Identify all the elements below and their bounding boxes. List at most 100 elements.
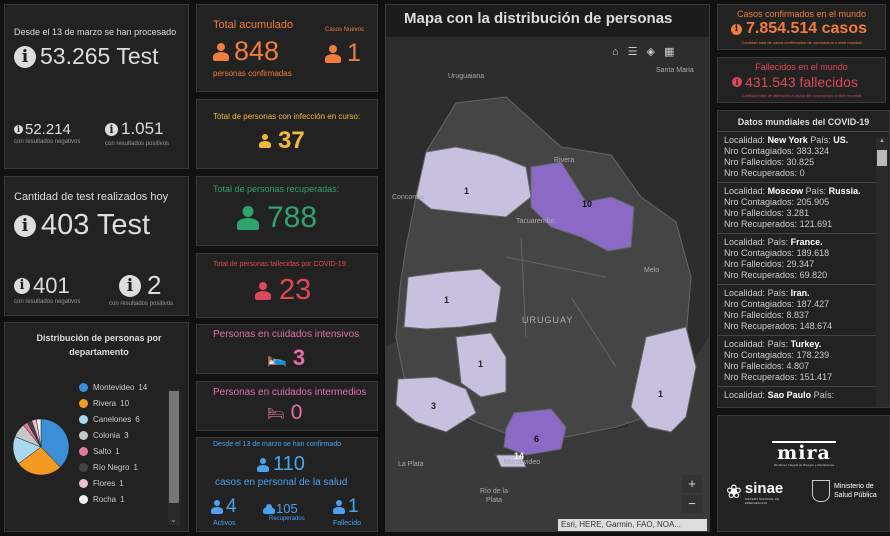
legend-item[interactable]: Rivera 10 xyxy=(79,395,165,411)
info-icon: i xyxy=(119,274,141,297)
tests-today-negative-value: 401 xyxy=(33,273,70,298)
world-list[interactable]: Localidad: New York País: US. Nro Contagi… xyxy=(718,132,876,402)
world-deaths-value: 431.543 fallecidos xyxy=(745,74,858,90)
map-place-melo: Melo xyxy=(644,267,660,274)
salud-subtitle: casos en personal de la salud xyxy=(215,477,348,488)
recovered-value: 151.417 xyxy=(799,372,833,382)
legend-item[interactable]: Canelones 6 xyxy=(79,411,165,427)
infected-label: Nro Contagiados: xyxy=(724,197,795,207)
legend-count: 10 xyxy=(120,398,130,408)
salud-recuperados-value: 105 xyxy=(276,501,298,516)
map-place-montevideo: Montevideo xyxy=(504,459,541,466)
salud-activos-value: 4 xyxy=(226,496,237,517)
legend-item[interactable]: Montevideo 14 xyxy=(79,379,165,395)
acumulado-title: Total acumulado xyxy=(213,19,294,31)
locality-value: Sao Paulo xyxy=(767,390,812,400)
pie-slice[interactable] xyxy=(40,418,70,468)
deaths-label: Nro Fallecidos: xyxy=(724,259,785,269)
world-cases-title: Casos confirmados en el mundo xyxy=(736,9,867,19)
country-value: Turkey. xyxy=(790,339,822,349)
sinae-logo: sinae xyxy=(744,480,784,497)
tests-today-panel: Cantidad de test realizados hoy i 403 Te… xyxy=(4,176,189,316)
legend-scroll-thumb[interactable] xyxy=(169,391,179,503)
recovered-label: Nro Recuperados: xyxy=(724,321,798,331)
world-cases-panel: Casos confirmados en el mundo i 7.854.51… xyxy=(717,4,886,50)
map-count-rocha: 1 xyxy=(658,389,664,399)
map-toolbar: ⌂ ☰ ◈ ▦ xyxy=(612,45,675,59)
country-label: País: xyxy=(767,237,789,247)
country-value: Russia. xyxy=(828,186,861,196)
pie-slice[interactable] xyxy=(35,418,42,448)
map-count-montevideo: 14 xyxy=(514,451,525,461)
country-label: País: xyxy=(813,390,835,400)
fallecidas-panel: Total de personas fallecidas por COVID-1… xyxy=(196,253,378,318)
legend-item[interactable]: Río Negro 1 xyxy=(79,459,165,475)
legend-item[interactable]: Flores 1 xyxy=(79,475,165,491)
person-icon xyxy=(257,458,269,472)
layers-icon[interactable]: ◈ xyxy=(646,46,655,58)
legend-label: Flores xyxy=(93,478,116,488)
country-item[interactable]: Localidad: País: France. Nro Contagiados:… xyxy=(718,234,876,285)
country-item[interactable]: Localidad: País: Iran. Nro Contagiados: 1… xyxy=(718,285,876,336)
world-deaths-panel: Fallecidos en el mundo i 431.543 falleci… xyxy=(717,57,886,103)
country-item[interactable]: Localidad: New York País: US. Nro Contagi… xyxy=(718,132,876,183)
deaths-value: 30.825 xyxy=(786,157,815,167)
map-count-canelones: 6 xyxy=(534,434,540,444)
legend-item[interactable]: Salto 1 xyxy=(79,443,165,459)
legend-item[interactable]: Rocha 1 xyxy=(79,491,165,507)
legend-color-dot xyxy=(79,414,88,424)
map-count-rio-negro: 1 xyxy=(444,295,450,305)
country-item[interactable]: Localidad: Moscow País: Russia. Nro Conta… xyxy=(718,183,876,234)
info-icon: i xyxy=(732,77,742,87)
info-icon: i xyxy=(731,23,742,35)
map-place-rio-de-la-plata: Río de la Plata xyxy=(479,488,509,504)
legend-scrollbar[interactable]: ⌄ xyxy=(168,389,180,525)
zoom-out-button[interactable]: − xyxy=(682,495,702,513)
recovered-label: Nro Recuperados: xyxy=(724,372,798,382)
tests-today-positive-value: 2 xyxy=(147,270,162,300)
country-item[interactable]: Localidad: Sao Paulo País: xyxy=(718,387,876,402)
recovered-value: 69.820 xyxy=(799,270,828,280)
cuidados-intermedios-value: 0 xyxy=(290,401,303,424)
recovered-value: 0 xyxy=(799,168,805,178)
person-icon xyxy=(255,282,271,300)
dept-pie-chart xyxy=(12,418,70,476)
salud-caption: Desde el 13 de marzo se han confirmado xyxy=(213,441,342,448)
bed-patient-icon: 🛌 xyxy=(267,350,287,367)
scroll-up-icon[interactable]: ▲ xyxy=(879,138,885,144)
tests-total-value: 53.265 Test xyxy=(40,43,159,69)
recovered-value: 148.674 xyxy=(799,321,833,331)
legend-label: Colonia xyxy=(93,430,121,440)
country-item[interactable]: Localidad: País: Turkey. Nro Contagiados:… xyxy=(718,336,876,387)
tests-positive-value: 1.051 xyxy=(121,119,164,138)
person-icon xyxy=(259,134,271,148)
pie-slice[interactable] xyxy=(18,446,61,476)
map-title: Mapa con la distribución de personas xyxy=(404,10,673,27)
legend-label: Salto xyxy=(93,446,112,456)
msp-label: Ministerio de Salud Pública xyxy=(834,483,877,499)
qr-icon[interactable]: ▦ xyxy=(664,46,675,58)
list-icon[interactable]: ☰ xyxy=(627,46,638,58)
world-deaths-note: Cantidad total de fallecidos a causa del… xyxy=(741,93,863,98)
map-count-flores: 1 xyxy=(478,359,484,369)
country-label: País: xyxy=(810,135,831,145)
legend-label: Rivera xyxy=(93,398,117,408)
acumulado-subtitle: personas confirmadas xyxy=(213,69,292,78)
scroll-down-icon[interactable]: ⌄ xyxy=(170,515,177,524)
locality-label: Localidad: xyxy=(724,390,766,400)
map-place-tacuarembo: Tacuarembó xyxy=(516,218,555,225)
uruguay-map[interactable] xyxy=(386,37,709,531)
map-count-rivera: 10 xyxy=(582,199,593,209)
world-list-scrollbar[interactable]: ▲ xyxy=(876,137,888,407)
legend-count: 3 xyxy=(124,430,129,440)
zoom-in-button[interactable]: + xyxy=(682,475,702,493)
info-icon: i xyxy=(14,45,36,68)
legend-color-dot xyxy=(79,446,88,456)
world-list-scroll-thumb[interactable] xyxy=(877,150,887,166)
deaths-label: Nro Fallecidos: xyxy=(724,361,785,371)
info-icon: i xyxy=(14,125,23,134)
tests-today-caption: Cantidad de test realizados hoy xyxy=(14,191,169,203)
infected-label: Nro Contagiados: xyxy=(724,350,795,360)
home-icon[interactable]: ⌂ xyxy=(612,45,619,58)
legend-item[interactable]: Colonia 3 xyxy=(79,427,165,443)
